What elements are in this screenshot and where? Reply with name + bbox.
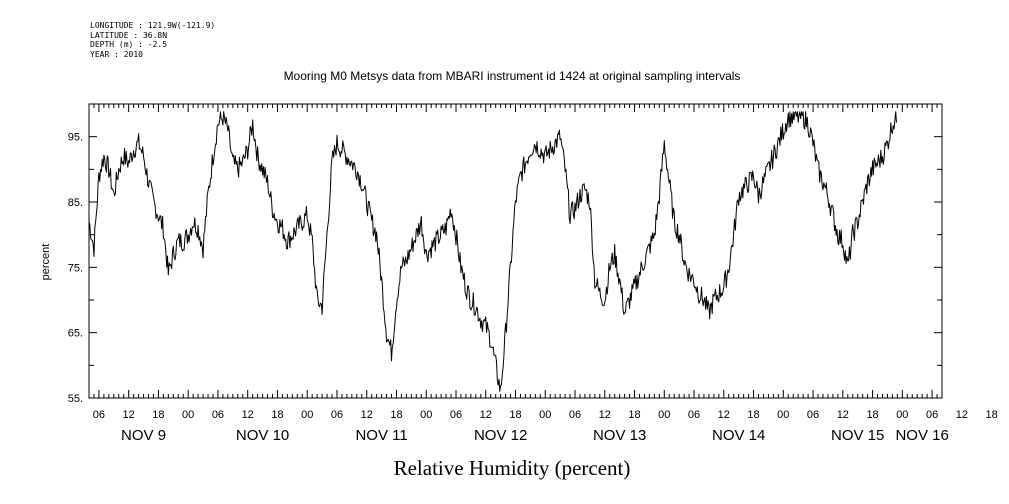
y-tick-label: 65. [68,328,83,340]
x-day-label: NOV 16 [895,427,948,444]
plot-frame [88,103,943,399]
x-hour-label: 00 [539,409,551,421]
x-hour-label: 00 [301,409,313,421]
x-hour-label: 00 [420,409,432,421]
x-hour-label: 18 [509,409,521,421]
x-hour-label: 12 [837,409,849,421]
y-tick-label: 95. [68,132,83,144]
y-axis-label: percent [40,244,52,281]
x-hour-label: 00 [658,409,670,421]
x-day-label: NOV 14 [712,427,765,444]
metadata-depth: DEPTH (m) : -2.5 [90,40,168,49]
x-day-label: NOV 11 [355,427,407,444]
metadata-latitude: LATITUDE : 36.8N [90,30,168,40]
x-hour-label: 06 [569,409,581,421]
y-tick-label: 75. [68,262,83,274]
series-layer [88,111,897,392]
metadata-block: LONGITUDE : 121.9W(-121.9) LATITUDE : 36… [90,21,215,59]
series-line [88,111,897,392]
x-day-label: NOV 13 [593,427,646,444]
metadata-year: YEAR : 2010 [90,49,143,59]
x-hour-label: 00 [777,409,789,421]
x-hour-label: 12 [361,409,373,421]
x-axis-title: Relative Humidity (percent) [394,456,631,480]
x-hour-label: 18 [628,409,640,421]
x-hour-label: 12 [123,409,135,421]
x-hour-label: 06 [926,409,938,421]
x-hour-label: 12 [480,409,492,421]
x-hour-label: 00 [182,409,194,421]
y-tick-label: 85. [68,197,83,209]
x-hour-label: 06 [450,409,462,421]
x-hour-label: 18 [390,409,402,421]
x-hour-label: 06 [688,409,700,421]
x-hour-label: 18 [866,409,878,421]
y-axis: 55. 65. 75. 85. 95. [68,103,942,405]
x-axis: 06 12 18 00 06 12 18 00 06 12 18 00 06 12 18 00 06 12 18 00… [88,104,998,444]
x-hour-label: 18 [271,409,283,421]
x-hour-label: 12 [599,409,611,421]
x-hour-label: 06 [93,409,105,421]
x-hour-label: 00 [896,409,908,421]
x-hour-label: 06 [331,409,343,421]
x-hour-label: 12 [242,409,254,421]
x-day-label: NOV 15 [831,427,884,444]
x-hour-label: 12 [718,409,730,421]
x-hour-label: 18 [747,409,759,421]
metadata-longitude: LONGITUDE : 121.9W(-121.9) [90,21,216,30]
x-hour-label: 06 [807,409,819,421]
x-hour-label: 18 [152,409,164,421]
x-day-label: NOV 10 [236,427,289,444]
y-tick-label: 55. [68,393,83,405]
x-hour-label: 18 [985,409,997,421]
x-day-label: NOV 12 [474,427,527,444]
x-hour-label: 06 [212,409,224,421]
x-hour-label: 12 [956,409,968,421]
chart-title: Mooring M0 Metsys data from MBARI instru… [284,69,741,83]
x-day-label: NOV 9 [121,427,166,444]
